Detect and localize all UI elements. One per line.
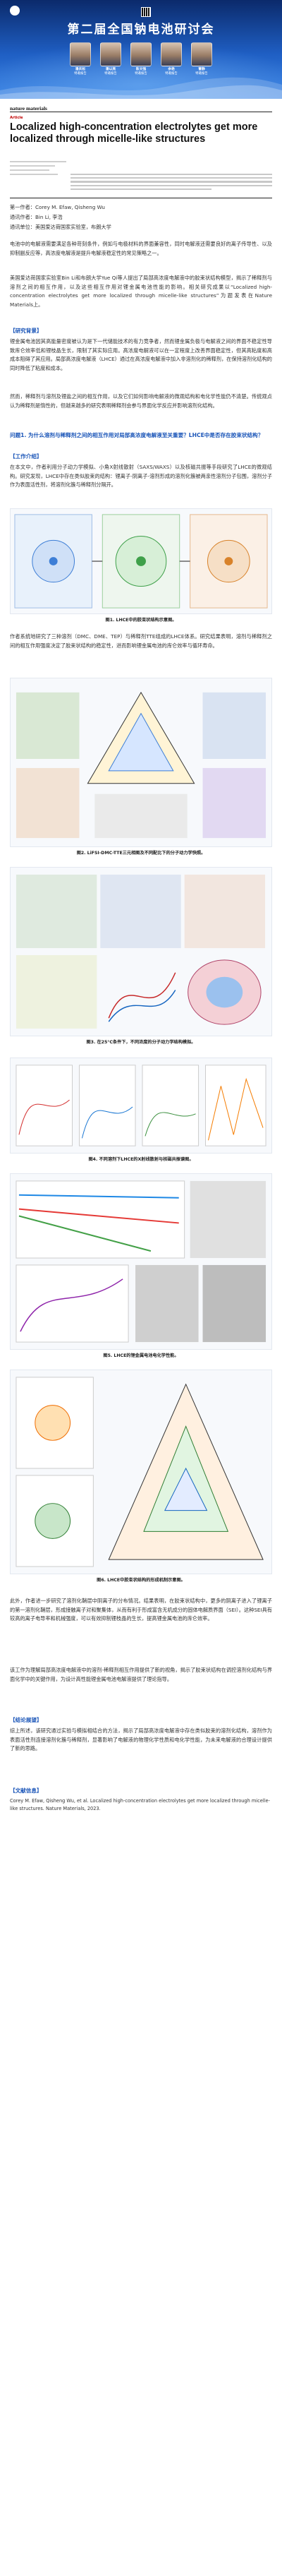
- section-background-heading: 【研究背景】: [10, 328, 42, 334]
- expert-name: 曹静: [198, 68, 205, 71]
- background-paragraph-2: 然而，稀释剂与溶剂及锂盐之间的相互作用，以及它们如何影响电解液的微观结构和电化学…: [10, 393, 272, 409]
- qr-code-icon: [141, 7, 151, 17]
- conference-banner: 第二届全国钠电池研讨会 潘庆松 特邀报告 潘以亮 特邀报告 陈文强 特邀报告 余…: [0, 0, 282, 99]
- logo-icon: [10, 6, 20, 16]
- work-paragraph: 在本文中，作者利用分子动力学模拟、小角X射线散射（SAXS/WAXS）以及核磁共…: [10, 464, 272, 489]
- expert-card: 潘以亮 特邀报告: [99, 42, 123, 76]
- expert-name: 余艳: [168, 68, 175, 71]
- expert-role: 特邀报告: [74, 72, 87, 76]
- figure-5: [10, 1173, 272, 1350]
- expert-photo: [191, 42, 212, 66]
- expert-role: 特邀报告: [165, 72, 178, 76]
- expert-card: 曹静 特邀报告: [190, 42, 214, 76]
- figure-3: [10, 867, 272, 1036]
- expert-photo: [70, 42, 91, 66]
- question-heading: 问题1. 为什么溶剂与稀释剂之间的相互作用对局部高浓度电解液至关重要？LHCE中…: [10, 432, 264, 438]
- corresponding-author: 通讯作者：Bin Li, 李浩: [10, 214, 63, 220]
- banner-wave: [0, 77, 282, 99]
- reference-text: Corey M. Efaw, Qisheng Wu, et al. Locali…: [10, 1798, 270, 1812]
- conclusion-paragraph: 综上所述，该研究通过实验与模拟相结合的方法，揭示了局部高浓度电解液中存在类似胶束…: [10, 1727, 272, 1752]
- figure-1: [10, 508, 272, 614]
- intro-paragraph: 电池中的电解液需要满足各种苛刻条件，例如与电极材料的界面兼容性，同时电解液还需要…: [10, 241, 272, 256]
- expert-photo: [161, 42, 182, 66]
- figure-4: [10, 1058, 272, 1154]
- background-paragraph: 锂金属电池因其高能量密度被认为是下一代储能技术的有力竞争者，然而锂金属负极与电解…: [10, 338, 272, 371]
- figure-4-caption: 图4. 不同溶剂下LHCE的X射线散射与核磁共振谱图。: [88, 1157, 194, 1162]
- figure-6-caption: 图6. LHCE中胶束状结构的形成机制示意图。: [97, 1578, 185, 1583]
- article-type-tag: Article: [10, 116, 23, 120]
- section-conclusion-heading: 【结论展望】: [10, 1717, 42, 1723]
- result-paragraph-2: 此外，作者进一步研究了溶剂化鞘层中阴离子的分布情况。结果表明，在胶束状结构中，更…: [10, 1598, 272, 1622]
- corresponding-unit: 通讯单位：美国爱达荷国家实验室，布朗大学: [10, 224, 111, 230]
- banner-title: 第二届全国钠电池研讨会: [67, 23, 215, 37]
- result-paragraph-1: 作者系统地研究了三种溶剂（DMC、DME、TEP）与稀释剂TTE组成的LHCE体…: [10, 633, 272, 649]
- paper-title: Localized high-concentration electrolyte…: [10, 121, 258, 145]
- expert-name: 潘庆松: [75, 68, 86, 71]
- figure-5-caption: 图5. LHCE的锂金属电池电化学性能。: [103, 1353, 179, 1358]
- result-paragraph-3: 该工作为理解局部高浓度电解液中的溶剂-稀释剂相互作用提供了新的视角，揭示了胶束状…: [10, 1667, 272, 1682]
- expert-role: 特邀报告: [135, 72, 147, 76]
- figure-1-caption: 图1. LHCE中的胶束状结构示意图。: [105, 618, 177, 623]
- expert-role: 特邀报告: [104, 72, 117, 76]
- journal-name: nature materials: [10, 105, 47, 112]
- figure-6: [10, 1370, 272, 1574]
- expert-name: 潘以亮: [105, 68, 116, 71]
- expert-card: 潘庆松 特邀报告: [68, 42, 92, 76]
- summary-paragraph: 美国爱达荷国家实验室Bin Li和布朗大学Yue Qi等人提出了局部高浓度电解液…: [10, 275, 272, 308]
- expert-name: 陈文强: [135, 68, 147, 71]
- abstract-block: [70, 174, 272, 192]
- article-meta: [10, 161, 66, 178]
- expert-row: 潘庆松 特邀报告 潘以亮 特邀报告 陈文强 特邀报告 余艳 特邀报告 曹静 特邀…: [68, 42, 214, 76]
- banner-logo: [10, 6, 23, 16]
- figure-2: [10, 678, 272, 847]
- section-reference-heading: 【文献信息】: [10, 1787, 42, 1794]
- figure-2-caption: 图2. LiFSI-DMC-TTE三元相图及不同配比下的分子动力学快照。: [76, 851, 206, 856]
- expert-photo: [130, 42, 152, 66]
- expert-card: 陈文强 特邀报告: [129, 42, 153, 76]
- expert-card: 余艳 特邀报告: [159, 42, 183, 76]
- expert-photo: [100, 42, 121, 66]
- section-work-heading: 【工作介绍】: [10, 453, 42, 460]
- expert-role: 特邀报告: [195, 72, 208, 76]
- first-author: 第一作者：Corey M. Efaw, Qisheng Wu: [10, 204, 105, 210]
- figure-3-caption: 图3. 在25°C条件下，不同浓度的分子动力学结构模拟。: [86, 1040, 196, 1045]
